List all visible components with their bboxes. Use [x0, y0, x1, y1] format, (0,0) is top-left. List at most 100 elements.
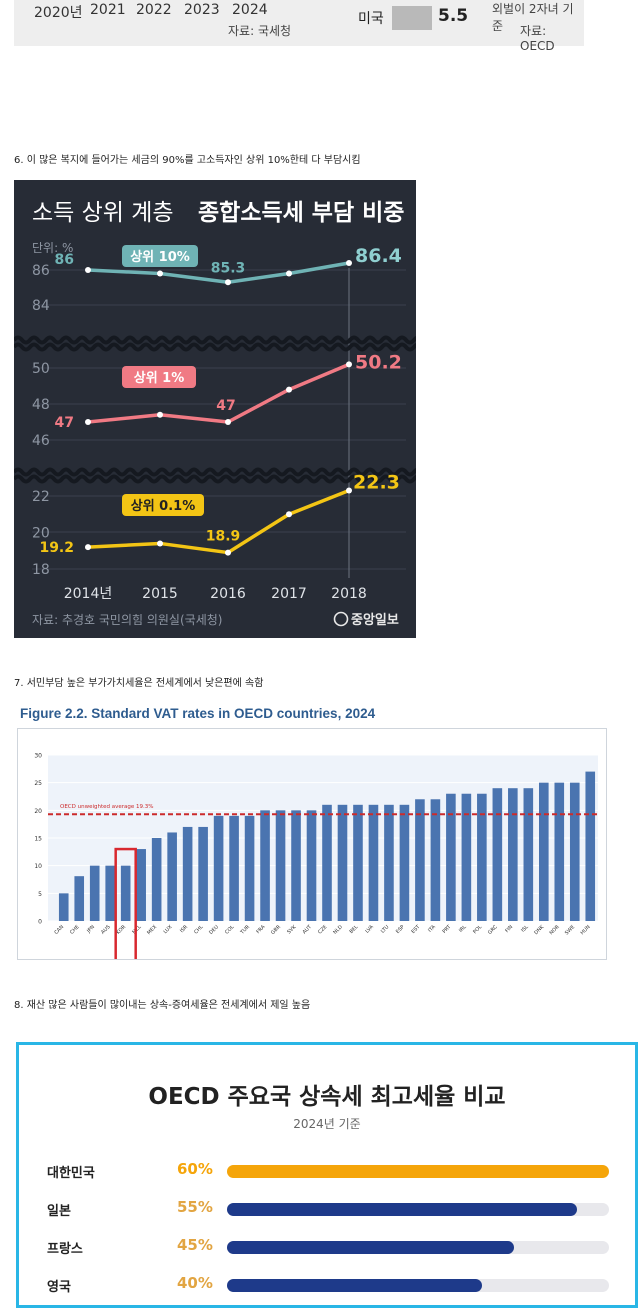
x-tick-label: 2018 — [331, 586, 367, 602]
series-badge-label: 상위 0.1% — [131, 499, 196, 514]
vat-chart-frame: 0 5 10 15 20 25 30 CAN CHE JPN AUS KOR NZL MEX LUX ISR C… — [17, 728, 607, 963]
y-tick-label: 0 — [38, 919, 42, 926]
data-label: 19.2 — [39, 540, 74, 556]
data-point — [286, 386, 292, 393]
year-label: 2024 — [232, 2, 268, 18]
bar-us — [392, 6, 432, 30]
x-tick-label: GRC — [487, 924, 499, 936]
vat-bar — [508, 788, 518, 921]
vat-bar — [399, 804, 410, 921]
vat-bar — [89, 865, 100, 921]
caption-6: 6. 이 많은 복지에 들어가는 세금의 90%를 고소득자인 상위 10%한테… — [14, 155, 361, 166]
vat-bar — [477, 793, 487, 921]
x-tick-label: ISL — [520, 924, 530, 934]
vat-bar — [306, 810, 317, 921]
vat-bar — [461, 793, 472, 921]
bar-fill — [227, 1165, 609, 1178]
vat-bar — [105, 865, 116, 921]
data-label: 18.9 — [206, 529, 241, 545]
x-tick-label: FRA — [255, 924, 266, 935]
year-label: 2022 — [136, 2, 172, 18]
x-tick-label: PRT — [442, 924, 453, 935]
bar-fill — [227, 1279, 482, 1292]
x-tick-label: EST — [410, 924, 422, 936]
data-label: 22.3 — [353, 472, 400, 494]
vat-bar — [229, 815, 239, 921]
x-tick-label: SWE — [564, 924, 576, 936]
chart-title-light: 소득 상위 계층 — [32, 200, 174, 226]
y-tick-label: 84 — [32, 298, 50, 314]
bar-track — [227, 1241, 609, 1254]
data-point — [157, 411, 163, 418]
country-label: 영국 — [47, 1280, 71, 1295]
source-label-oecd: 자료: OECD — [520, 24, 555, 53]
bar-track — [227, 1203, 609, 1216]
source-label: 자료: 추경호 국민의힘 의원실(국세청) — [32, 613, 222, 627]
vat-bar — [136, 849, 146, 921]
series-badge — [122, 494, 204, 516]
data-label: 47 — [216, 398, 235, 414]
income-tax-chart-svg: 소득 상위 계층 종합소득세 부담 비중 단위: % 86 84 86 85.3 86.… — [14, 200, 416, 628]
x-tick-label: IRL — [458, 924, 468, 934]
vat-bar — [151, 838, 162, 921]
y-tick-label: 46 — [32, 433, 50, 449]
series-badge-label: 상위 1% — [134, 371, 185, 386]
data-point — [346, 487, 352, 494]
x-tick-label: CZE — [317, 924, 328, 935]
logo-text: 중앙일보 — [351, 612, 399, 628]
vat-bar — [353, 804, 363, 921]
vat-bar — [182, 826, 193, 921]
bar-fill — [227, 1203, 578, 1216]
y-tick-label: 18 — [32, 562, 50, 578]
data-point — [225, 419, 231, 425]
data-point — [85, 419, 91, 425]
x-tick-label: LUX — [163, 924, 174, 935]
x-tick-label: DEU — [208, 924, 220, 936]
x-tick-label: CHE — [69, 924, 81, 936]
y-tick-label: 15 — [34, 836, 42, 843]
x-tick-label: LTU — [380, 924, 391, 935]
inheritance-row: 대한민국 60% — [19, 1160, 635, 1182]
data-label: 47 — [55, 415, 74, 431]
vat-bar — [430, 799, 441, 921]
country-label: 일본 — [47, 1204, 71, 1219]
caption-7: 7. 서민부담 높은 부가가치세율은 전세계에서 낮은편에 속함 — [14, 678, 264, 689]
y-tick-label: 48 — [32, 397, 50, 413]
wavy-divider — [14, 467, 416, 477]
vat-bar — [275, 810, 286, 921]
data-point — [225, 279, 231, 286]
y-tick-label: 20 — [32, 526, 50, 542]
year-label: 2021 — [90, 2, 126, 18]
x-tick-label: ITA — [427, 924, 437, 934]
income-plot-area: 86 84 86 85.3 86.4 상위 10% 50 48 46 47 47 50.2 상위 1% 2… — [14, 245, 416, 602]
vat-bar — [368, 804, 379, 921]
vat-bar — [167, 832, 177, 921]
year-label: 2023 — [184, 2, 220, 18]
wavy-divider — [14, 342, 416, 352]
note-label: 외벌이 2자녀 기준 — [492, 2, 574, 33]
vat-chart-svg: 0 5 10 15 20 25 30 CAN CHE JPN AUS KOR NZL MEX LUX ISR C… — [34, 753, 598, 963]
series-badge — [122, 245, 198, 267]
x-tick-label: POL — [472, 924, 483, 935]
vat-plot-area: 0 5 10 15 20 25 30 CAN CHE JPN AUS KOR NZL MEX LUX ISR C… — [34, 753, 598, 963]
inheritance-chart-title: OECD 주요국 상속세 최고세율 비교 — [148, 1084, 506, 1110]
vat-bar — [58, 893, 69, 921]
data-point — [286, 270, 292, 277]
country-label: 대한민국 — [47, 1166, 95, 1181]
income-tax-infographic: 소득 상위 계층 종합소득세 부담 비중 단위: % 86 84 86 85.3 86.… — [14, 180, 416, 638]
vat-bar — [569, 782, 580, 921]
y-tick-label: 30 — [34, 753, 42, 760]
vat-bar — [120, 865, 131, 921]
x-tick-label: CAN — [53, 924, 65, 936]
y-tick-label: 5 — [38, 891, 42, 898]
data-label: 86.4 — [355, 245, 402, 267]
x-tick-label: FIN — [504, 924, 514, 934]
joongang-logo-icon — [333, 611, 349, 627]
data-point — [346, 361, 352, 368]
x-tick-label: TUR — [239, 924, 252, 937]
x-tick-label: AUT — [302, 924, 314, 936]
x-tick-label: KOR — [115, 924, 127, 936]
x-tick-label: ISR — [179, 924, 189, 934]
vat-bar — [585, 771, 596, 921]
country-label: 프랑스 — [47, 1242, 83, 1257]
